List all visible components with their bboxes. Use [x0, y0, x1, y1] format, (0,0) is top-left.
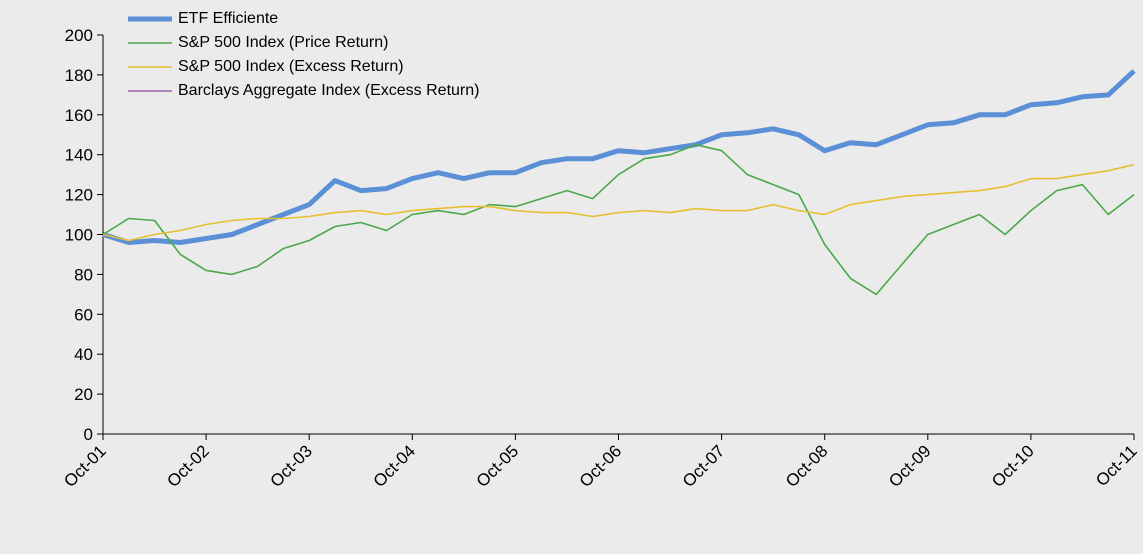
- legend-label: Barclays Aggregate Index (Excess Return): [178, 82, 479, 99]
- legend: ETF Efficiente S&P 500 Index (Price Retur…: [128, 10, 479, 99]
- series-line: [102, 143, 1135, 296]
- y-tick-label: 60: [74, 305, 93, 324]
- legend-label: ETF Efficiente: [178, 10, 278, 27]
- y-tick-label: 40: [74, 345, 93, 364]
- y-tick-label: 20: [74, 385, 93, 404]
- y-tick-label: 200: [65, 26, 93, 45]
- legend-label: S&P 500 Index (Price Return): [178, 34, 388, 51]
- legend-label: S&P 500 Index (Excess Return): [178, 58, 404, 75]
- y-tick-label: 100: [65, 226, 93, 245]
- y-tick-label: 0: [84, 425, 93, 444]
- y-tick-label: 160: [65, 106, 93, 125]
- series-line: [102, 163, 1135, 242]
- y-tick-label: 80: [74, 265, 93, 284]
- y-tick-label: 140: [65, 146, 93, 165]
- y-tick-label: 120: [65, 186, 93, 205]
- y-tick-label: 180: [65, 66, 93, 85]
